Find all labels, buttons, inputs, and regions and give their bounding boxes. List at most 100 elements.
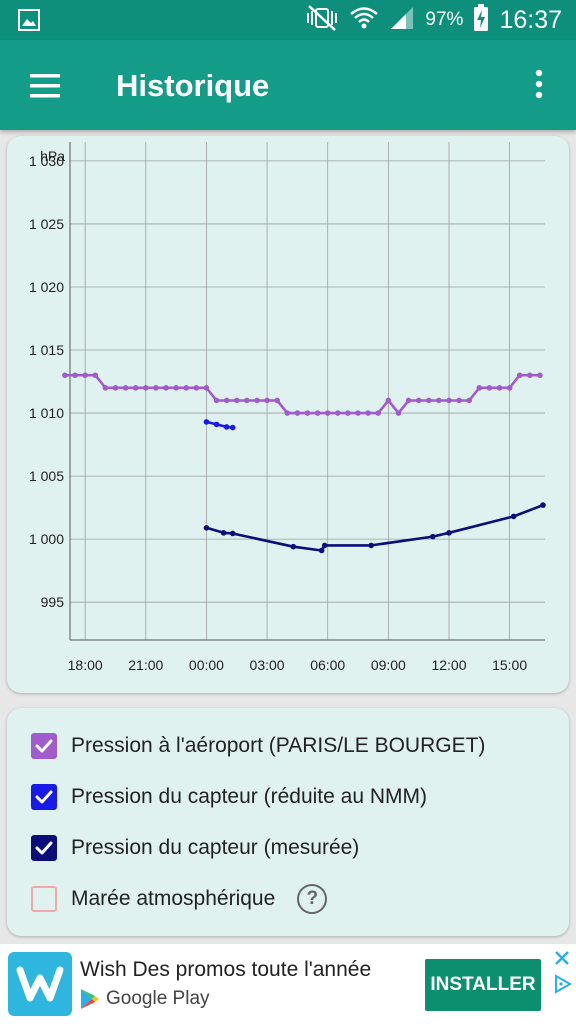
page-title: Historique [116, 68, 270, 103]
data-point [510, 513, 517, 520]
data-point [365, 410, 371, 416]
data-point [321, 542, 328, 549]
data-point [290, 543, 297, 550]
series-line-0 [64, 373, 540, 415]
data-point [233, 397, 240, 404]
data-point [304, 410, 311, 416]
data-point [254, 397, 260, 404]
y-tick-label: 1 030 [29, 153, 64, 169]
install-button[interactable]: INSTALLER [425, 959, 541, 1011]
y-axis-label: hPa [40, 148, 65, 164]
legend-item-airport[interactable]: Pression à l'aéroport (PARIS/LE BOURGET) [31, 731, 485, 761]
data-point [324, 410, 331, 416]
legend-item-sensor-reduced[interactable]: Pression du capteur (réduite au NMM) [31, 782, 427, 812]
y-tick-label: 1 005 [29, 468, 64, 484]
series-line-1 [206, 420, 233, 429]
data-point [506, 385, 513, 391]
data-point [153, 385, 159, 391]
ad-title[interactable]: Wish Des promos toute l'année [80, 958, 372, 981]
close-icon[interactable] [552, 948, 572, 968]
data-point [446, 530, 452, 536]
x-tick-label: 12:00 [431, 657, 466, 673]
data-point [415, 397, 422, 404]
more-vert-icon[interactable] [524, 64, 554, 108]
data-point [122, 385, 129, 391]
data-point [183, 385, 190, 391]
data-point [496, 385, 503, 391]
data-point [540, 502, 546, 508]
checkbox-sensor-measured[interactable] [31, 835, 57, 861]
data-point [436, 397, 442, 404]
data-point [213, 397, 220, 404]
y-tick-label: 1 000 [29, 531, 64, 547]
data-point [112, 385, 119, 391]
data-point [476, 385, 483, 391]
x-tick-label: 06:00 [310, 657, 345, 673]
legend-card: Pression à l'aéroport (PARIS/LE BOURGET)… [7, 708, 569, 936]
y-tick-label: 995 [41, 594, 65, 610]
data-point [430, 533, 436, 540]
legend-item-sensor-measured[interactable]: Pression du capteur (mesurée) [31, 833, 359, 863]
data-point [264, 397, 270, 404]
x-tick-label: 15:00 [492, 657, 527, 673]
checkbox-atmospheric-tide[interactable] [31, 886, 57, 912]
data-point [229, 530, 236, 537]
gallery-notification-icon [18, 9, 40, 36]
google-play-icon [80, 988, 100, 1010]
signal-icon [389, 5, 415, 36]
data-point [142, 385, 149, 391]
wish-logo-icon[interactable] [8, 952, 72, 1016]
clock: 16:37 [499, 5, 562, 34]
ad-banner[interactable]: Wish Des promos toute l'année Google Pla… [0, 944, 576, 1024]
data-point [229, 424, 236, 431]
chart-card: hPa 995 1 000 1 005 1 010 1 015 1 020 1 025 1 03… [7, 136, 569, 693]
checkbox-sensor-reduced[interactable] [31, 784, 57, 810]
data-point [385, 397, 392, 404]
data-point [213, 421, 220, 428]
ad-store: Google Play [80, 988, 210, 1010]
data-point [102, 385, 109, 391]
data-point [425, 397, 432, 404]
battery-percentage: 97% [425, 9, 464, 30]
legend-item-atmospheric-tide[interactable]: Marée atmosphérique ? [31, 884, 328, 914]
data-point [318, 547, 325, 554]
y-tick-label: 1 015 [29, 342, 64, 358]
legend-label: Pression à l'aéroport (PARIS/LE BOURGET) [71, 734, 486, 757]
data-point [132, 385, 139, 391]
y-tick-label: 1 025 [29, 216, 64, 232]
x-tick-label: 03:00 [250, 657, 285, 673]
data-point [466, 397, 473, 404]
data-point [193, 385, 200, 391]
help-circle-icon[interactable]: ? [297, 884, 328, 914]
hamburger-menu-icon[interactable] [22, 66, 68, 106]
status-bar: 97% 16:37 [0, 0, 576, 40]
app-bar: Historique [0, 40, 576, 130]
data-point [220, 530, 227, 536]
wifi-icon [349, 5, 379, 36]
data-point [335, 410, 341, 416]
pressure-chart[interactable]: hPa 995 1 000 1 005 1 010 1 015 1 020 1 025 1 03… [7, 136, 569, 693]
data-point [446, 397, 452, 404]
legend-label: Marée atmosphérique [71, 887, 276, 910]
data-point [294, 410, 301, 416]
data-point [223, 397, 230, 404]
x-tick-label: 00:00 [189, 657, 224, 673]
ad-store-label: Google Play [106, 988, 210, 1009]
data-point [203, 385, 210, 391]
data-point [203, 419, 210, 425]
data-point [82, 372, 88, 379]
data-point [274, 397, 280, 404]
vibrate-mute-icon [305, 4, 339, 36]
x-tick-label: 18:00 [68, 657, 103, 673]
data-point [486, 385, 493, 391]
data-point [537, 372, 543, 379]
checkbox-airport[interactable] [31, 733, 57, 759]
data-point [516, 372, 523, 379]
data-point [92, 372, 99, 379]
battery-charging-icon [473, 3, 489, 37]
adchoices-icon[interactable] [552, 974, 573, 994]
data-point [345, 410, 351, 416]
data-point [395, 410, 402, 416]
data-point [244, 397, 250, 404]
data-point [314, 410, 321, 416]
